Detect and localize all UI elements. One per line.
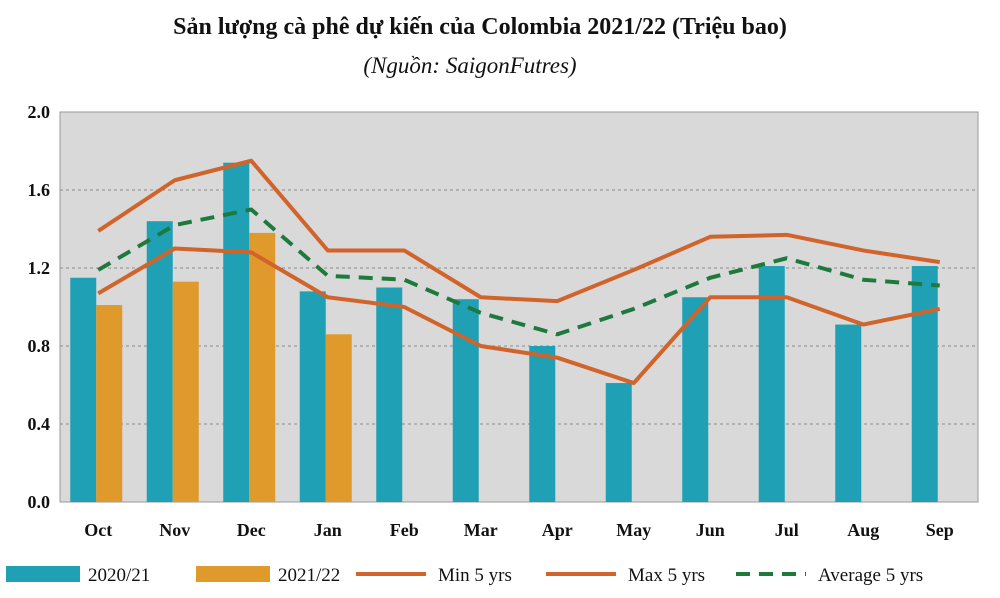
- bar-2021-22-nov: [172, 281, 199, 502]
- line-layer: [97, 158, 941, 386]
- legend-label-max-5-yrs: Max 5 yrs: [628, 565, 705, 586]
- x-tick-label: Jul: [775, 520, 799, 540]
- bar-2021-22-jan: [325, 334, 352, 502]
- x-tick-label: Apr: [542, 520, 573, 540]
- legend-label-2020-21: 2020/21: [88, 565, 150, 586]
- y-tick-label: 2.0: [28, 102, 51, 122]
- y-tick-label: 1.6: [28, 180, 51, 200]
- x-tick-label: Dec: [237, 520, 266, 540]
- bar-2020-21-jul: [758, 266, 785, 502]
- x-axis: Oct Nov Dec Jan Feb Mar Apr May Jun Jul Aug Sep: [84, 520, 954, 540]
- bar-2020-21-jan: [299, 291, 326, 502]
- plot-area: [59, 111, 979, 503]
- x-tick-label: Feb: [390, 520, 419, 540]
- y-tick-label: 0.0: [28, 492, 51, 512]
- bar-2020-21-oct: [70, 277, 97, 502]
- legend: 2020/21 2021/22 Min 5 yrs Max 5 yrs Average …: [6, 565, 923, 586]
- bar-2020-21-aug: [835, 324, 862, 502]
- x-tick-label: Sep: [926, 520, 954, 540]
- line-max-5-yrs: [97, 158, 941, 304]
- legend-label-min-5-yrs: Min 5 yrs: [438, 565, 512, 586]
- chart-subtitle: (Nguồn: SaigonFutres): [363, 53, 577, 78]
- bar-2021-22-dec: [249, 232, 276, 502]
- x-tick-label: Oct: [84, 520, 112, 540]
- y-tick-label: 0.8: [28, 336, 51, 356]
- bar-2020-21-nov: [146, 221, 173, 502]
- y-axis: 0.0 0.4 0.8 1.2 1.6 2.0: [28, 102, 51, 512]
- x-tick-label: May: [616, 520, 651, 540]
- x-tick-label: Nov: [159, 520, 190, 540]
- legend-label-2021-22: 2021/22: [278, 565, 340, 586]
- x-tick-label: Jun: [696, 520, 725, 540]
- bar-layer: [70, 162, 938, 502]
- legend-swatch-2020-21: [6, 566, 80, 582]
- line-min-5-yrs: [97, 246, 941, 386]
- bar-2020-21-mar: [452, 299, 479, 502]
- x-tick-label: Mar: [464, 520, 498, 540]
- bar-2020-21-feb: [376, 287, 403, 502]
- legend-label-average-5-yrs: Average 5 yrs: [818, 565, 923, 586]
- bar-2020-21-jun: [682, 297, 709, 502]
- legend-swatch-2021-22: [196, 566, 270, 582]
- x-tick-label: Jan: [314, 520, 342, 540]
- bar-2020-21-apr: [529, 346, 556, 502]
- bar-2020-21-sep: [911, 266, 938, 502]
- bar-2020-21-dec: [223, 162, 250, 502]
- y-tick-label: 0.4: [28, 414, 51, 434]
- line-average-5-yrs: [97, 207, 940, 337]
- chart-title: Sản lượng cà phê dự kiến của Colombia 20…: [173, 14, 787, 40]
- y-tick-label: 1.2: [28, 258, 51, 278]
- bar-2021-22-oct: [96, 305, 123, 502]
- bar-2020-21-may: [605, 383, 632, 502]
- x-tick-label: Aug: [847, 520, 879, 540]
